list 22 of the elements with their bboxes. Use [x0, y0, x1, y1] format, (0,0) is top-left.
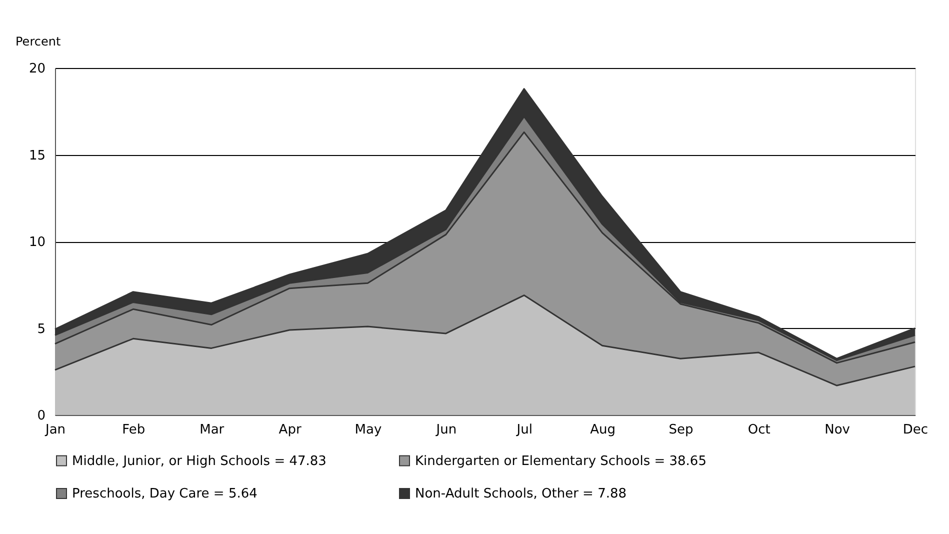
x-tick-label: Sep — [668, 422, 694, 438]
x-tick-label: Jun — [435, 422, 457, 438]
legend-label: Middle, Junior, or High Schools = 47.83 — [72, 454, 326, 469]
x-tick-label: Oct — [748, 422, 770, 438]
legend-label: Preschools, Day Care = 5.64 — [72, 486, 258, 502]
x-tick-label: Apr — [278, 422, 302, 438]
y-tick-label: 20 — [28, 62, 46, 76]
x-tick-label: Nov — [824, 422, 850, 438]
y-axis-title: Percent — [16, 34, 61, 48]
y-tick-label: 10 — [28, 235, 46, 250]
x-tick-label: Dec — [902, 422, 928, 438]
x-tick-label: Mar — [200, 422, 225, 438]
legend-label: Kindergarten or Elementary Schools = 38.65 — [415, 454, 706, 469]
y-tick-label: 5 — [37, 322, 46, 337]
x-tick-label: Jul — [516, 422, 532, 438]
y-tick-label: 0 — [37, 408, 46, 424]
x-tick-label: Jan — [44, 422, 66, 438]
legend-label: Non-Adult Schools, Other = 7.88 — [415, 486, 627, 502]
x-tick-label: Feb — [122, 422, 146, 438]
x-tick-label: May — [354, 422, 382, 438]
y-tick-label: 15 — [28, 148, 46, 164]
x-tick-label: Aug — [590, 422, 616, 438]
